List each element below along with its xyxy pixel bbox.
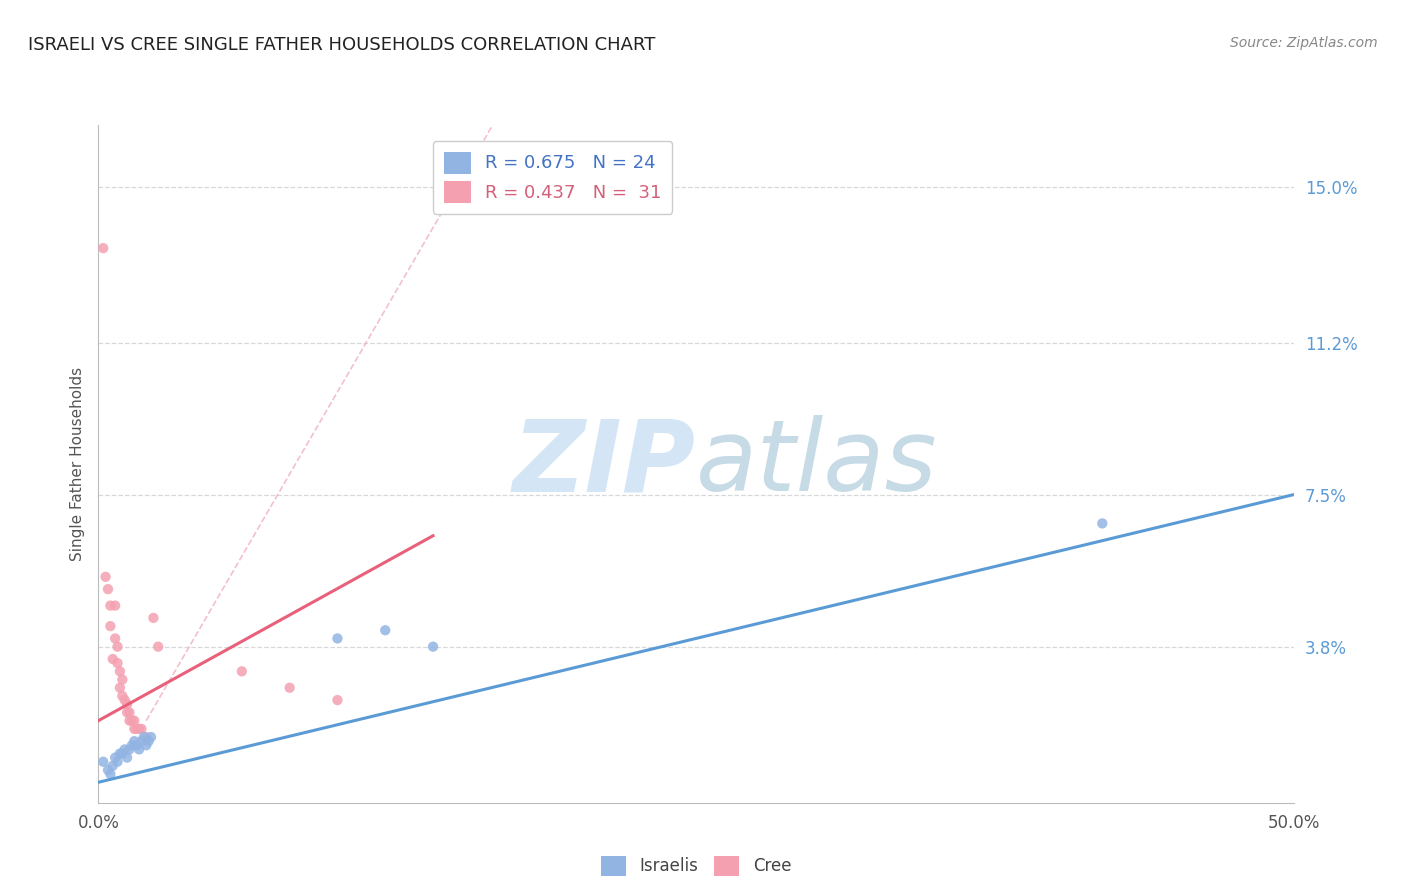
Point bbox=[115, 706, 138, 720]
Point bbox=[125, 722, 148, 736]
Point bbox=[104, 632, 127, 646]
Point bbox=[128, 722, 150, 736]
Point bbox=[98, 767, 122, 781]
Point bbox=[118, 742, 141, 756]
Y-axis label: Single Father Households: Single Father Households bbox=[69, 367, 84, 561]
Point bbox=[111, 747, 134, 761]
Point bbox=[115, 697, 138, 711]
Point bbox=[98, 619, 122, 633]
Point bbox=[107, 755, 129, 769]
Point bbox=[111, 689, 134, 703]
Point bbox=[128, 742, 150, 756]
Point bbox=[121, 714, 143, 728]
Point bbox=[114, 693, 136, 707]
Point bbox=[148, 640, 170, 654]
Point bbox=[118, 706, 141, 720]
Point bbox=[131, 734, 153, 748]
Point bbox=[97, 582, 120, 596]
Point bbox=[114, 742, 136, 756]
Point bbox=[231, 665, 253, 679]
Point bbox=[422, 640, 444, 654]
Point bbox=[97, 763, 120, 777]
Text: ZIP: ZIP bbox=[513, 416, 696, 512]
Point bbox=[115, 750, 138, 764]
Point bbox=[374, 624, 396, 638]
Point bbox=[108, 665, 131, 679]
Point bbox=[1091, 516, 1114, 531]
Point bbox=[101, 759, 124, 773]
Point bbox=[326, 693, 349, 707]
Text: atlas: atlas bbox=[696, 416, 938, 512]
Point bbox=[135, 730, 157, 744]
Point bbox=[139, 730, 162, 744]
Point bbox=[326, 632, 349, 646]
Text: Source: ZipAtlas.com: Source: ZipAtlas.com bbox=[1230, 36, 1378, 50]
Point bbox=[108, 681, 131, 695]
Text: ISRAELI VS CREE SINGLE FATHER HOUSEHOLDS CORRELATION CHART: ISRAELI VS CREE SINGLE FATHER HOUSEHOLDS… bbox=[28, 36, 655, 54]
Point bbox=[94, 570, 117, 584]
Point bbox=[104, 599, 127, 613]
Point bbox=[91, 241, 114, 255]
Point bbox=[124, 714, 146, 728]
Point bbox=[91, 755, 114, 769]
Point bbox=[132, 730, 155, 744]
Point bbox=[278, 681, 301, 695]
Point bbox=[121, 739, 143, 753]
Point bbox=[108, 747, 131, 761]
Point bbox=[104, 750, 127, 764]
Point bbox=[98, 599, 122, 613]
Point bbox=[138, 734, 160, 748]
Point bbox=[142, 611, 165, 625]
Point bbox=[131, 722, 153, 736]
Point bbox=[101, 652, 124, 666]
Point bbox=[111, 673, 134, 687]
Point bbox=[107, 640, 129, 654]
Point bbox=[124, 722, 146, 736]
Point bbox=[135, 739, 157, 753]
Point bbox=[107, 656, 129, 670]
Point bbox=[125, 739, 148, 753]
Point bbox=[124, 734, 146, 748]
Legend: Israelis, Cree: Israelis, Cree bbox=[593, 849, 799, 882]
Point bbox=[118, 714, 141, 728]
